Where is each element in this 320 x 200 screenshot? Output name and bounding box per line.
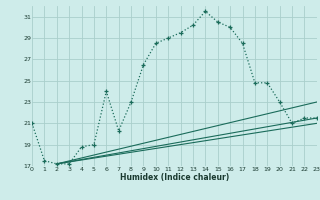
X-axis label: Humidex (Indice chaleur): Humidex (Indice chaleur) — [120, 173, 229, 182]
